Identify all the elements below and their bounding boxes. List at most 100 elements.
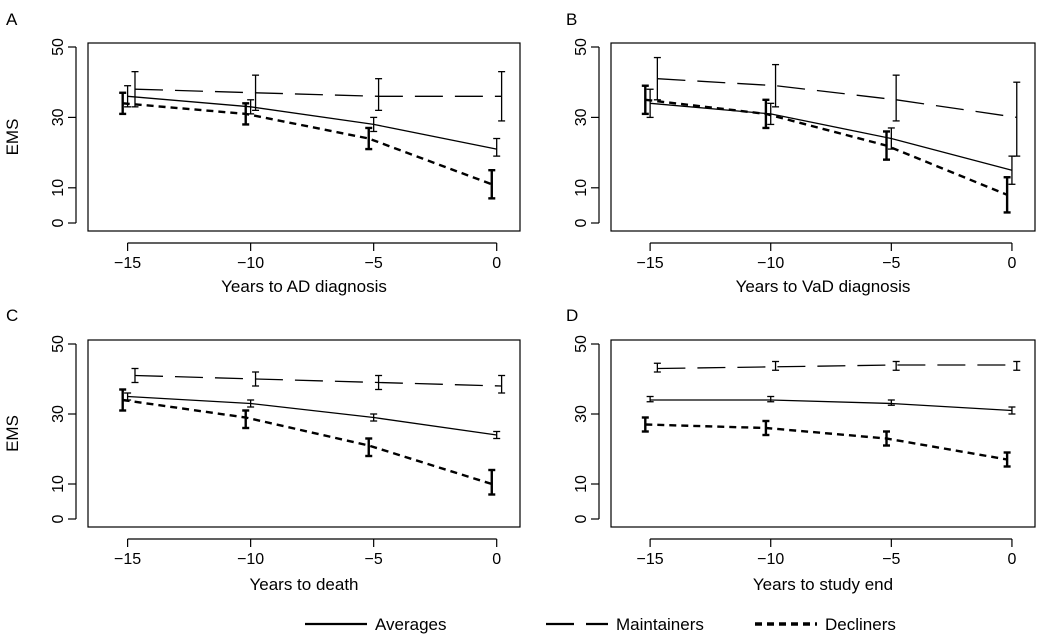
error-bar xyxy=(1013,360,1021,371)
y-tick-label: 0 xyxy=(573,514,590,523)
series-decliners xyxy=(119,388,496,496)
legend-label-averages: Averages xyxy=(375,615,447,634)
series-decliners xyxy=(119,91,496,200)
panels: A −15 −10 −5 0 Years to AD diagnosis 0 10 30 50 EM… xyxy=(3,10,1036,594)
panel-a-y-title: EMS xyxy=(3,119,22,156)
panel-b-y-axis: 0 10 30 50 xyxy=(573,38,600,227)
series-decliners-line xyxy=(122,102,493,186)
x-tick-label: −15 xyxy=(114,551,141,568)
error-bar xyxy=(646,88,654,119)
x-tick-label: 0 xyxy=(492,255,501,272)
panel-a-x-axis: −15 −10 −5 0 xyxy=(114,242,501,272)
x-tick-label: −10 xyxy=(757,255,784,272)
x-tick-label: 0 xyxy=(1007,255,1016,272)
y-tick-label: 30 xyxy=(573,405,590,423)
error-bar xyxy=(1008,406,1016,415)
series-decliners-line xyxy=(645,98,1008,196)
panel-c-x-title: Years to death xyxy=(249,575,358,594)
x-tick-label: −5 xyxy=(365,551,383,568)
error-bar xyxy=(370,413,378,422)
error-bar xyxy=(767,395,775,403)
series-decliners-line xyxy=(645,423,1008,461)
error-bar xyxy=(119,91,127,116)
error-bar xyxy=(772,63,780,108)
error-bar xyxy=(498,374,506,394)
error-bar xyxy=(767,102,775,126)
error-bar xyxy=(762,419,770,437)
x-tick-label: 0 xyxy=(492,551,501,568)
series-maintainers xyxy=(131,70,506,122)
legend-item-averages: Averages xyxy=(305,615,447,634)
x-tick-label: −10 xyxy=(237,255,264,272)
error-bar xyxy=(493,430,501,440)
panel-b-frame xyxy=(610,42,1036,232)
error-bar xyxy=(375,374,383,391)
error-bar xyxy=(653,362,661,373)
series-decliners-line xyxy=(122,398,493,486)
panel-c-letter: C xyxy=(6,306,18,325)
error-bar xyxy=(498,70,506,122)
error-bar xyxy=(365,437,373,458)
panel-d-frame xyxy=(610,339,1036,528)
panel-d: D −15 −10 −5 0 Years to study end 0 10 30 50 xyxy=(566,306,1036,594)
panel-c-x-axis: −15 −10 −5 0 xyxy=(114,538,501,568)
y-tick-label: 30 xyxy=(50,405,67,423)
panel-c-y-axis: 0 10 30 50 xyxy=(50,335,77,523)
panel-b-x-title: Years to VaD diagnosis xyxy=(736,277,911,296)
error-bar xyxy=(641,84,649,116)
legend-item-maintainers: Maintainers xyxy=(546,615,704,634)
x-tick-label: −5 xyxy=(882,551,900,568)
panel-a: A −15 −10 −5 0 Years to AD diagnosis 0 10 30 50 EM… xyxy=(3,10,521,296)
error-bar xyxy=(1003,451,1011,468)
error-bar xyxy=(365,126,373,151)
y-tick-label: 50 xyxy=(573,38,590,56)
x-tick-label: −15 xyxy=(637,551,664,568)
error-bar xyxy=(131,70,139,108)
error-bar xyxy=(653,56,661,101)
panel-b-letter: B xyxy=(566,10,577,29)
error-bar xyxy=(242,102,250,126)
x-tick-label: −15 xyxy=(637,255,664,272)
error-bar xyxy=(488,468,496,496)
error-bar xyxy=(488,168,496,200)
error-bar xyxy=(375,78,383,112)
panel-a-letter: A xyxy=(6,10,18,29)
y-tick-label: 50 xyxy=(50,38,67,56)
error-bar xyxy=(131,367,139,384)
y-tick-label: 10 xyxy=(573,179,590,197)
x-tick-label: −10 xyxy=(757,551,784,568)
y-tick-label: 0 xyxy=(573,218,590,227)
error-bar xyxy=(762,98,770,130)
error-bar xyxy=(772,360,780,371)
error-bar xyxy=(892,74,900,122)
panel-a-y-axis: 0 10 30 50 xyxy=(50,38,77,227)
error-bar xyxy=(370,116,378,133)
y-tick-label: 30 xyxy=(50,108,67,126)
series-averages-line xyxy=(127,95,497,150)
x-tick-label: −10 xyxy=(237,551,264,568)
series-averages xyxy=(124,392,501,440)
series-decliners xyxy=(641,416,1011,468)
series-maintainers xyxy=(653,360,1021,373)
error-bar xyxy=(119,388,127,412)
y-tick-label: 10 xyxy=(50,179,67,197)
series-maintainers-line xyxy=(134,88,502,97)
x-tick-label: 0 xyxy=(1007,551,1016,568)
series-averages-line xyxy=(650,399,1012,412)
series-averages xyxy=(124,85,501,157)
panel-a-x-title: Years to AD diagnosis xyxy=(221,277,387,296)
panel-a-frame xyxy=(87,42,521,232)
series-decliners xyxy=(641,84,1011,214)
x-tick-label: −15 xyxy=(114,255,141,272)
y-tick-label: 30 xyxy=(573,108,590,126)
series-averages-line xyxy=(127,395,497,436)
series-averages-line xyxy=(650,102,1013,171)
series-averages xyxy=(646,395,1016,415)
error-bar xyxy=(1003,176,1011,214)
series-maintainers xyxy=(131,367,506,394)
panel-d-y-axis: 0 10 30 50 xyxy=(573,335,600,523)
y-tick-label: 50 xyxy=(573,335,590,353)
panel-b-x-axis: −15 −10 −5 0 xyxy=(637,242,1016,272)
legend-item-decliners: Decliners xyxy=(755,615,896,634)
panel-d-letter: D xyxy=(566,306,578,325)
